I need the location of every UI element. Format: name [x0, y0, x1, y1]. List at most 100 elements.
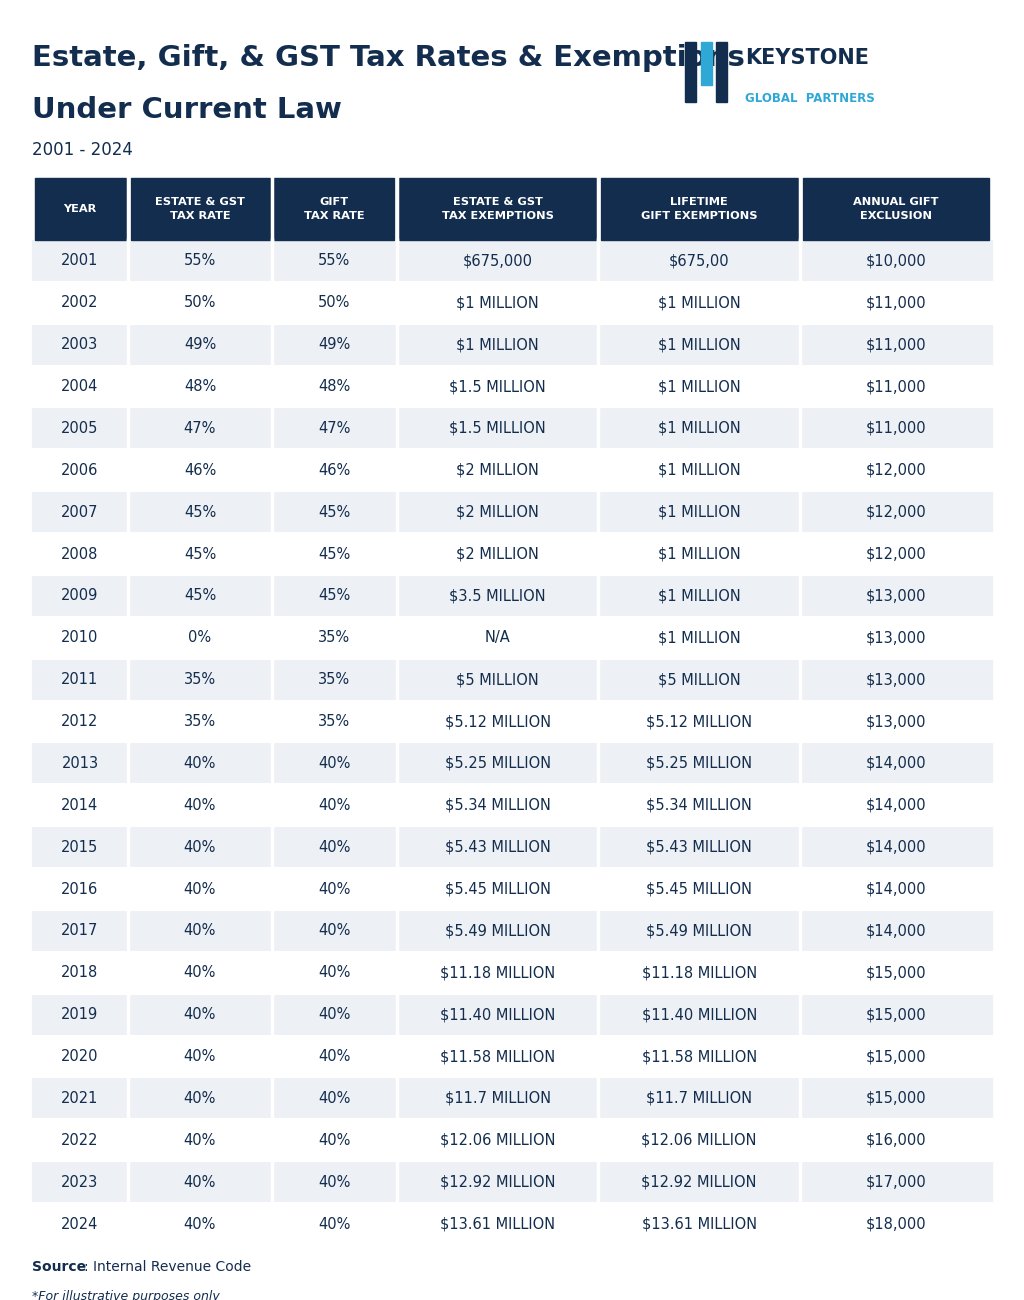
Text: $13.61 MILLION: $13.61 MILLION [440, 1217, 555, 1231]
Text: 35%: 35% [184, 714, 216, 729]
Text: 40%: 40% [318, 798, 350, 812]
Text: ESTATE & GST
TAX EXEMPTIONS: ESTATE & GST TAX EXEMPTIONS [441, 198, 554, 221]
Bar [32, 1078, 992, 1119]
Text: 40%: 40% [318, 1132, 350, 1148]
Text: $5.34 MILLION: $5.34 MILLION [444, 798, 551, 812]
Text: $11.18 MILLION: $11.18 MILLION [642, 966, 757, 980]
Text: $13.61 MILLION: $13.61 MILLION [642, 1217, 757, 1231]
Text: 48%: 48% [318, 380, 350, 394]
Text: Estate, Gift, & GST Tax Rates & Exemptions: Estate, Gift, & GST Tax Rates & Exemptio… [32, 44, 744, 72]
Text: $675,000: $675,000 [463, 254, 532, 268]
Bar [32, 533, 992, 575]
Text: $18,000: $18,000 [865, 1217, 927, 1231]
Text: $12.92 MILLION: $12.92 MILLION [641, 1175, 757, 1190]
Text: 2010: 2010 [61, 630, 98, 645]
Text: 2023: 2023 [61, 1175, 98, 1190]
Bar [32, 575, 992, 618]
Text: $14,000: $14,000 [865, 840, 927, 854]
Text: ANNUAL GIFT
EXCLUSION: ANNUAL GIFT EXCLUSION [853, 198, 939, 221]
Text: 40%: 40% [318, 1175, 350, 1190]
Text: $1 MILLION: $1 MILLION [657, 295, 740, 311]
Text: 40%: 40% [184, 1217, 216, 1231]
Text: 45%: 45% [184, 589, 216, 603]
Text: $15,000: $15,000 [865, 1049, 927, 1065]
Text: 40%: 40% [318, 923, 350, 939]
Text: N/A: N/A [484, 630, 511, 645]
Text: $5.12 MILLION: $5.12 MILLION [444, 714, 551, 729]
Bar [32, 827, 992, 868]
Text: $12.06 MILLION: $12.06 MILLION [641, 1132, 757, 1148]
Text: 2006: 2006 [61, 463, 98, 478]
Text: $11,000: $11,000 [865, 380, 927, 394]
Bar [32, 1161, 992, 1203]
Bar [32, 742, 992, 784]
Text: $11,000: $11,000 [865, 295, 927, 311]
Text: 40%: 40% [318, 1217, 350, 1231]
Text: Source: Source [32, 1260, 86, 1274]
Text: 2019: 2019 [61, 1008, 98, 1022]
Text: $5 MILLION: $5 MILLION [457, 672, 539, 688]
Bar [32, 910, 992, 952]
Text: 40%: 40% [318, 840, 350, 854]
Text: 2018: 2018 [61, 966, 98, 980]
Text: 55%: 55% [318, 254, 350, 268]
Text: $5.49 MILLION: $5.49 MILLION [444, 923, 551, 939]
Text: $15,000: $15,000 [865, 1091, 927, 1106]
Bar [32, 407, 992, 450]
Text: $14,000: $14,000 [865, 881, 927, 897]
Text: $11.18 MILLION: $11.18 MILLION [440, 966, 555, 980]
Text: 40%: 40% [184, 1008, 216, 1022]
Text: 2008: 2008 [61, 546, 98, 562]
Bar [685, 42, 696, 101]
Text: $14,000: $14,000 [865, 798, 927, 812]
Bar [32, 240, 992, 282]
Text: 0%: 0% [188, 630, 212, 645]
Bar [32, 618, 992, 659]
Text: $13,000: $13,000 [865, 630, 927, 645]
Text: 45%: 45% [184, 546, 216, 562]
Text: $5.45 MILLION: $5.45 MILLION [646, 881, 753, 897]
Text: $5.12 MILLION: $5.12 MILLION [646, 714, 753, 729]
Text: 2009: 2009 [61, 589, 98, 603]
Text: 40%: 40% [184, 923, 216, 939]
Text: 40%: 40% [184, 1049, 216, 1065]
Text: GIFT
TAX RATE: GIFT TAX RATE [304, 198, 365, 221]
Text: $13,000: $13,000 [865, 589, 927, 603]
Text: $14,000: $14,000 [865, 923, 927, 939]
Text: $1.5 MILLION: $1.5 MILLION [450, 421, 546, 436]
Bar [32, 450, 992, 491]
Text: 35%: 35% [318, 714, 350, 729]
Text: $11.58 MILLION: $11.58 MILLION [440, 1049, 555, 1065]
Text: 40%: 40% [318, 755, 350, 771]
Text: 2022: 2022 [61, 1132, 98, 1148]
Text: $5 MILLION: $5 MILLION [657, 672, 740, 688]
Text: 2017: 2017 [61, 923, 98, 939]
Text: $1 MILLION: $1 MILLION [657, 337, 740, 352]
Text: $675,00: $675,00 [669, 254, 729, 268]
Text: $13,000: $13,000 [865, 714, 927, 729]
Text: 2001: 2001 [61, 254, 98, 268]
Bar [399, 178, 596, 240]
Text: $11.40 MILLION: $11.40 MILLION [641, 1008, 757, 1022]
Text: $12.92 MILLION: $12.92 MILLION [440, 1175, 555, 1190]
Bar [32, 993, 992, 1036]
Text: *For illustrative purposes only: *For illustrative purposes only [32, 1290, 220, 1300]
Text: $1 MILLION: $1 MILLION [457, 295, 539, 311]
Text: $1 MILLION: $1 MILLION [657, 380, 740, 394]
Bar [32, 365, 992, 407]
Text: 47%: 47% [184, 421, 216, 436]
Bar [274, 178, 394, 240]
Text: YEAR: YEAR [63, 204, 96, 214]
Text: 40%: 40% [184, 755, 216, 771]
Text: $17,000: $17,000 [865, 1175, 927, 1190]
Bar [32, 784, 992, 827]
Text: 2004: 2004 [61, 380, 98, 394]
Text: 40%: 40% [184, 798, 216, 812]
Text: 45%: 45% [318, 504, 350, 520]
Text: 50%: 50% [184, 295, 216, 311]
Text: 2020: 2020 [61, 1049, 98, 1065]
Text: KEYSTONE: KEYSTONE [745, 48, 869, 68]
Text: $1 MILLION: $1 MILLION [657, 421, 740, 436]
Text: 50%: 50% [318, 295, 350, 311]
Text: 2012: 2012 [61, 714, 98, 729]
